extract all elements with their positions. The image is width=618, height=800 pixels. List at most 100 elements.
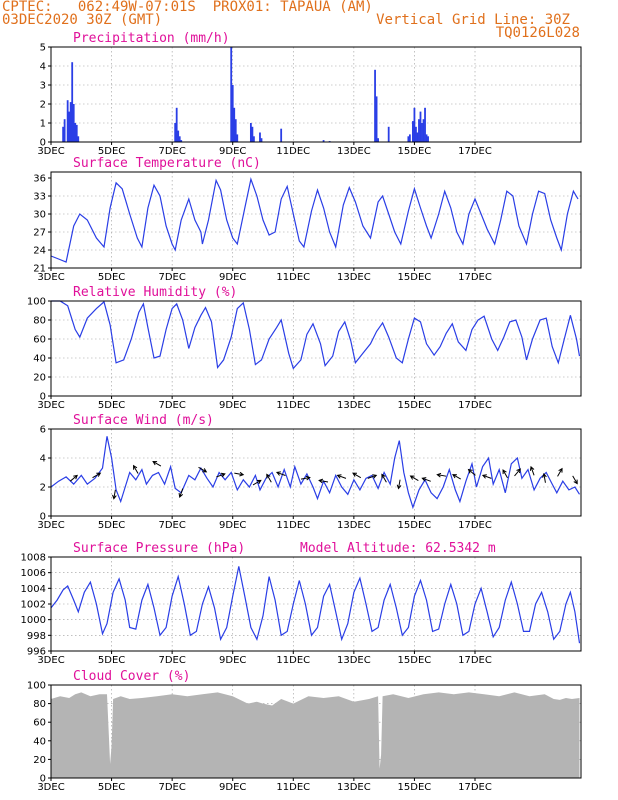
precip-bar [424,107,426,142]
x-tick-label: 13DEC [337,520,371,531]
x-tick-label: 15DEC [398,655,432,666]
series-line [50,566,581,644]
wind-arrow [452,474,461,480]
wind-arrow [133,464,139,474]
x-tick-label: 3DEC [37,520,64,531]
x-tick-label: 13DEC [337,272,371,283]
precip-bar [177,130,180,142]
x-tick-label: 17DEC [458,272,492,283]
precip-bar [413,107,416,142]
x-tick-label: 15DEC [398,272,432,283]
panel-frame [50,46,582,143]
precip-bar [387,126,390,142]
panel-frame [50,684,582,779]
panel-3: 0 2 4 6 3DEC 5DEC 7DEC 9DEC 11DEC 13DEC 15DEC 17DEC… [37,413,582,531]
wind-arrow [112,489,117,500]
precip-bar [236,134,239,142]
panel-2: 0 20 40 60 80 100 3DEC 5DEC 7DEC 9DEC 11DEC 13DEC 15… [27,285,582,411]
y-tick-label: 5 [40,43,46,54]
precip-bar [251,126,254,142]
y-tick-label: 27 [33,228,46,239]
precip-bar [425,134,428,142]
wind-arrow [542,472,547,483]
wind-arrow [529,465,535,476]
y-tick-label: 40 [33,354,46,365]
wind-arrow [300,475,311,481]
panel-frame [50,300,582,397]
precip-bar [62,126,65,142]
y-tick-label: 2 [40,483,46,494]
wind-arrow [336,474,347,479]
y-tick-label: 60 [33,718,46,729]
panel-title: Precipitation (mm/h) [73,31,230,46]
precip-bar [74,123,77,142]
run-id: TQ0126L028 [495,25,580,41]
x-tick-label: 3DEC [37,782,64,793]
x-tick-label: 7DEC [158,272,185,283]
precip-bar [180,140,183,142]
y-tick-label: 0 [40,392,46,403]
x-tick-label: 9DEC [219,782,246,793]
y-tick-label: 60 [33,335,46,346]
wind-arrow [152,461,162,467]
y-tick-label: 40 [33,736,46,747]
series-line [51,300,581,370]
wind-arrow [409,475,419,481]
wind-arrow [572,475,578,485]
panel-title: Surface Pressure (hPa) [73,541,245,556]
wind-arrow [69,474,78,482]
precip-bar [322,140,325,142]
x-tick-label: 9DEC [219,146,246,157]
x-tick-label: 7DEC [158,782,185,793]
precip-bar [421,123,423,142]
precip-bar [233,107,236,142]
cloud-cover-area [51,692,580,778]
panel-title: Relative Humidity (%) [73,285,237,300]
y-tick-label: 1008 [21,553,46,564]
x-tick-label: 11DEC [276,146,310,157]
wind-arrow [178,488,184,499]
wind-arrow [234,471,245,477]
y-tick-label: 4 [40,454,46,465]
precip-bar [253,136,255,142]
precip-bar [374,69,376,142]
x-tick-label: 9DEC [219,655,246,666]
x-tick-label: 11DEC [276,400,310,411]
y-tick-label: 1 [40,119,46,130]
precip-bar [427,136,429,142]
x-tick-label: 17DEC [458,520,492,531]
precip-bar [175,107,178,142]
precip-bar [77,136,80,142]
wind-arrow [367,474,378,479]
panel-subtitle: Model Altitude: 62.5342 m [300,541,496,556]
precip-bar [377,138,379,142]
x-tick-label: 5DEC [98,782,125,793]
x-tick-label: 9DEC [219,520,246,531]
y-tick-label: 1000 [21,615,46,626]
wind-arrow [198,466,208,473]
precip-bar [230,47,233,142]
precip-bar [66,100,69,142]
x-tick-label: 5DEC [98,655,125,666]
precip-bar [280,128,283,142]
x-tick-label: 5DEC [98,400,125,411]
wind-arrow [216,472,226,478]
panel-frame [50,171,582,269]
precip-bar [407,136,410,142]
y-tick-label: 1004 [21,584,46,595]
wind-arrow [436,472,447,478]
precip-bar [249,123,252,142]
wind-arrow [481,474,492,479]
wind-arrow [266,473,272,483]
wind-arrow [396,479,402,490]
y-tick-label: 30 [33,210,46,221]
precip-bar [412,121,414,142]
wind-arrow [514,468,521,477]
precip-bar [422,119,425,142]
y-tick-label: 2 [40,100,46,111]
x-tick-label: 7DEC [158,520,185,531]
precip-bar [68,111,71,142]
y-tick-label: 21 [33,264,46,275]
wind-arrow [381,473,387,483]
